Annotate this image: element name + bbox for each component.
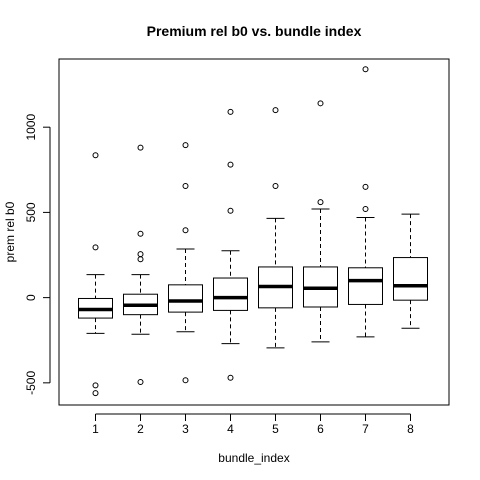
outlier-point: [272, 182, 279, 189]
outlier-point: [137, 251, 144, 258]
outlier-point: [227, 374, 234, 381]
x-tick-label: 6: [317, 422, 324, 436]
outlier-point: [182, 142, 189, 149]
x-tick-label: 8: [407, 422, 414, 436]
x-tick-label: 4: [227, 422, 234, 436]
outlier-point: [317, 100, 324, 107]
x-axis-label: bundle_index: [218, 451, 289, 465]
x-tick-label: 5: [272, 422, 279, 436]
outlier-point: [137, 378, 144, 385]
box-group: [303, 100, 338, 343]
outlier-point: [137, 230, 144, 237]
outlier-point: [362, 183, 369, 190]
x-tick-label: 2: [137, 422, 144, 436]
x-tick-label: 3: [182, 422, 189, 436]
x-tick-label: 1: [92, 422, 99, 436]
outlier-point: [272, 107, 279, 114]
box: [348, 267, 383, 305]
box-group: [168, 142, 203, 384]
box-group: [213, 108, 248, 381]
box-group: [258, 107, 293, 349]
outlier-point: [92, 244, 99, 251]
outlier-point: [182, 227, 189, 234]
y-tick-label: 500: [24, 202, 38, 222]
plot-frame: [58, 58, 450, 406]
chart-title: Premium rel b0 vs. bundle index: [147, 23, 362, 39]
outlier-point: [362, 205, 369, 212]
box-series: [78, 66, 428, 397]
x-tick-label: 7: [362, 422, 369, 436]
y-tick-label: -500: [24, 371, 38, 395]
box-group: [348, 66, 383, 338]
box-group: [123, 144, 158, 385]
outlier-point: [137, 256, 144, 263]
outlier-point: [362, 66, 369, 73]
y-axis: -500 0 500 1000: [24, 114, 51, 395]
outlier-point: [227, 207, 234, 214]
box-group: [78, 152, 113, 397]
y-tick-label: 1000: [24, 114, 38, 141]
outlier-point: [137, 144, 144, 151]
outlier-point: [182, 377, 189, 384]
x-axis: 1 2 3 4 5 6 7 8: [92, 413, 414, 436]
outlier-point: [92, 390, 99, 397]
outlier-point: [227, 108, 234, 115]
box-group: [393, 213, 428, 329]
outlier-point: [317, 199, 324, 206]
outlier-point: [182, 182, 189, 189]
outlier-point: [92, 152, 99, 159]
y-axis-label: prem rel b0: [3, 201, 17, 262]
y-tick-label: 0: [24, 294, 38, 301]
outlier-point: [92, 382, 99, 389]
outlier-point: [227, 161, 234, 168]
box: [213, 277, 248, 311]
box: [168, 284, 203, 313]
box: [393, 257, 428, 301]
